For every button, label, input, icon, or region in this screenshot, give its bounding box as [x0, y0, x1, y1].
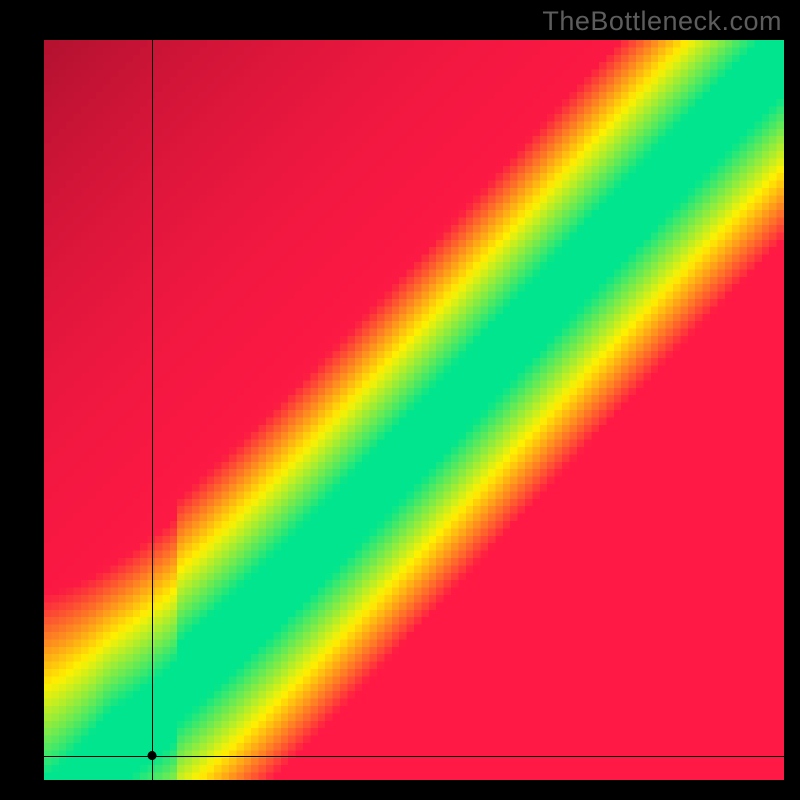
chart-container: { "watermark": { "text": "TheBottleneck.… [0, 0, 800, 800]
crosshair-overlay [44, 40, 784, 780]
watermark-text: TheBottleneck.com [542, 6, 782, 37]
